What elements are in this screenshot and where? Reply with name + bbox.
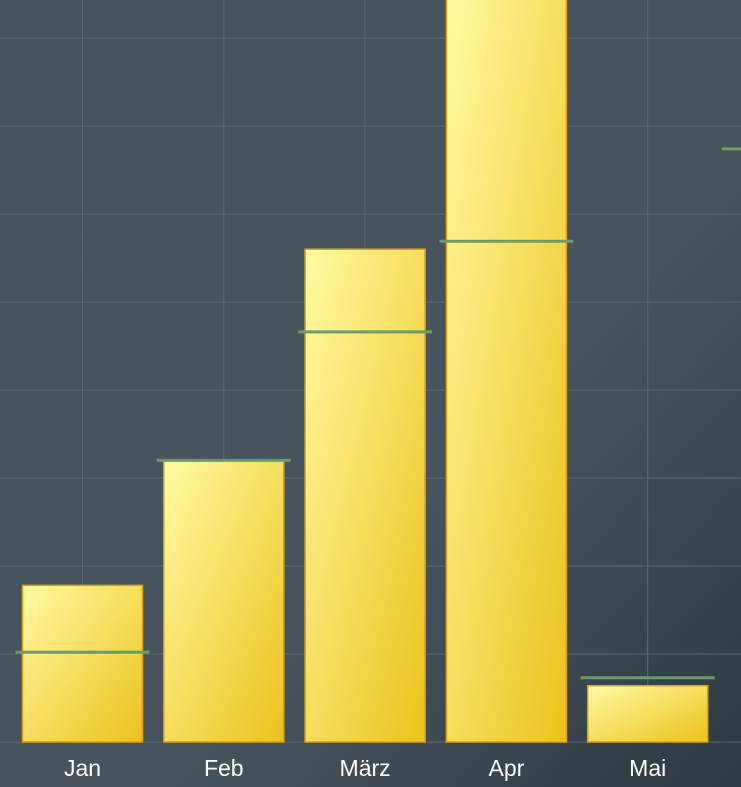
bar-Feb <box>163 459 285 743</box>
x-tick-label: Mai <box>629 755 666 781</box>
x-tick-label: Jan <box>64 755 101 781</box>
x-tick-label: Apr <box>489 755 525 781</box>
bar-März <box>304 248 426 743</box>
bar-Jan <box>21 584 144 743</box>
x-tick-label: Feb <box>204 755 244 781</box>
x-tick-label: März <box>340 755 391 781</box>
bar-Apr <box>445 0 568 743</box>
bar-Mai <box>586 684 709 743</box>
